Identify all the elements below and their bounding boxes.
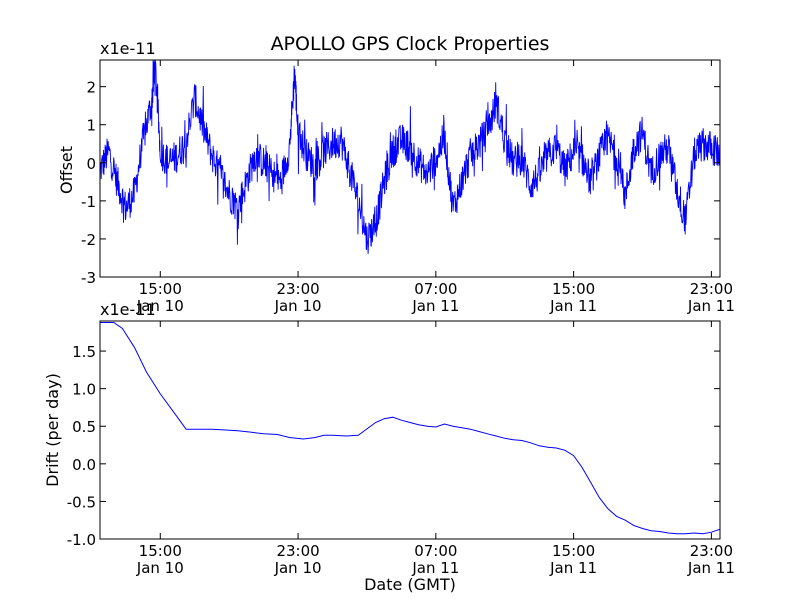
offset-exponent-label: x1e-11 bbox=[100, 39, 156, 58]
xtick-time-label: 15:00 bbox=[139, 542, 182, 560]
ytick-label: -3 bbox=[81, 269, 96, 287]
xtick-time-label: 23:00 bbox=[276, 280, 319, 298]
xtick-time-label: 07:00 bbox=[414, 542, 457, 560]
drift-axes-frame bbox=[99, 320, 721, 540]
xtick-date-label: Jan 11 bbox=[411, 297, 459, 315]
x-axis-label: Date (GMT) bbox=[364, 575, 456, 594]
ytick-label: 0 bbox=[86, 155, 96, 173]
ytick-label: 0.5 bbox=[72, 418, 96, 436]
xtick-time-label: 23:00 bbox=[690, 280, 733, 298]
ytick-label: -2 bbox=[81, 231, 96, 249]
xtick-time-label: 23:00 bbox=[276, 542, 319, 560]
xtick-date-label: Jan 10 bbox=[274, 297, 322, 315]
ytick-label: 1 bbox=[86, 117, 96, 135]
xtick-date-label: Jan 10 bbox=[274, 559, 322, 577]
xtick-date-label: Jan 11 bbox=[687, 559, 735, 577]
xtick-date-label: Jan 11 bbox=[549, 297, 597, 315]
xtick-date-label: Jan 11 bbox=[687, 297, 735, 315]
ytick-label: 0.0 bbox=[72, 456, 96, 474]
drift-panel: x1e-11 Drift (per day) -1.0 -0.5 0.0 0.5 1.0… bbox=[43, 300, 735, 577]
ytick-label: 1.0 bbox=[72, 381, 96, 399]
chart-title: APOLLO GPS Clock Properties bbox=[271, 33, 550, 55]
drift-exponent-label: x1e-11 bbox=[100, 300, 156, 319]
ytick-label: 2 bbox=[86, 79, 96, 97]
xtick-time-label: 15:00 bbox=[139, 280, 182, 298]
xtick-date-label: Jan 10 bbox=[136, 559, 184, 577]
offset-ylabel: Offset bbox=[57, 146, 76, 194]
xtick-time-label: 15:00 bbox=[552, 542, 595, 560]
xtick-time-label: 15:00 bbox=[552, 280, 595, 298]
ytick-label: -1 bbox=[81, 193, 96, 211]
drift-series-line bbox=[100, 322, 720, 535]
xtick-date-label: Jan 11 bbox=[411, 559, 459, 577]
ytick-label: -1.0 bbox=[67, 531, 96, 549]
drift-ylabel: Drift (per day) bbox=[43, 373, 62, 487]
xtick-date-label: Jan 10 bbox=[136, 297, 184, 315]
ytick-label: 1.5 bbox=[72, 343, 96, 361]
xtick-time-label: 07:00 bbox=[414, 280, 457, 298]
offset-series-line bbox=[100, 60, 720, 254]
offset-axes-frame bbox=[99, 59, 721, 278]
xtick-date-label: Jan 11 bbox=[549, 559, 597, 577]
xtick-time-label: 23:00 bbox=[690, 542, 733, 560]
ytick-label: -0.5 bbox=[67, 493, 96, 511]
